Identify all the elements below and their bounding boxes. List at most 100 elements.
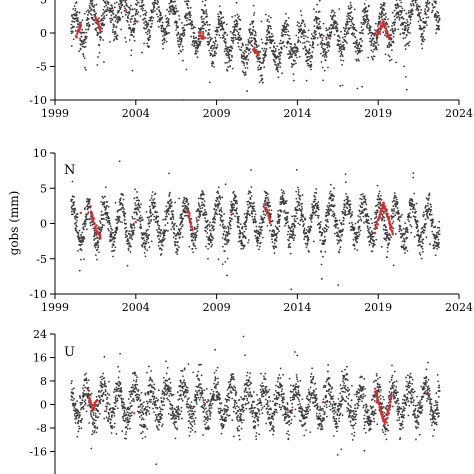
data-point	[201, 207, 204, 209]
data-point	[300, 206, 303, 208]
data-point	[132, 35, 135, 38]
data-point	[145, 11, 148, 14]
data-point	[385, 237, 388, 240]
data-point	[167, 19, 170, 22]
data-point	[374, 32, 377, 35]
data-point	[131, 8, 134, 11]
data-point	[343, 217, 345, 220]
data-point	[364, 201, 367, 204]
data-point	[260, 74, 263, 77]
data-point	[144, 245, 146, 248]
data-point	[177, 43, 180, 46]
data-point	[342, 26, 345, 29]
data-point	[423, 38, 426, 41]
data-point	[410, 231, 413, 234]
data-point	[135, 199, 138, 202]
data-point	[98, 17, 100, 19]
data-point	[85, 28, 87, 31]
data-point	[367, 235, 370, 238]
data-point	[363, 3, 366, 5]
data-point	[285, 200, 288, 202]
data-point	[241, 233, 244, 236]
data-point	[116, 226, 119, 229]
data-point	[211, 64, 213, 67]
data-point	[71, 20, 74, 23]
data-point	[294, 206, 297, 209]
data-point	[282, 198, 285, 200]
data-point	[246, 63, 249, 65]
data-point	[401, 7, 404, 10]
data-point	[150, 25, 153, 28]
data-point	[183, 196, 186, 199]
data-point	[194, 26, 196, 29]
data-point	[325, 51, 328, 54]
data-point	[91, 0, 94, 1]
data-point	[76, 10, 79, 13]
data-point	[261, 47, 264, 50]
data-point	[281, 192, 284, 194]
data-point	[195, 234, 198, 237]
data-point	[74, 12, 77, 15]
data-point	[398, 18, 401, 21]
data-point	[292, 79, 295, 82]
data-point	[399, 33, 402, 36]
data-point	[391, 24, 393, 27]
data-point	[159, 235, 162, 237]
data-point	[265, 48, 268, 50]
data-point	[399, 227, 402, 230]
data-point	[388, 239, 391, 241]
x-tick-label: 2014	[283, 301, 311, 314]
highlight-point	[136, 20, 139, 23]
data-point	[315, 192, 318, 194]
data-point	[403, 31, 405, 34]
data-point	[393, 199, 396, 202]
data-point	[404, 44, 406, 47]
data-point	[302, 20, 305, 23]
data-point	[315, 20, 318, 23]
data-point	[210, 224, 213, 227]
data-point	[118, 9, 121, 12]
data-point	[321, 39, 324, 42]
data-point	[142, 7, 145, 10]
highlight-point	[257, 51, 260, 55]
data-point	[404, 29, 407, 31]
data-point	[149, 36, 151, 39]
data-point	[357, 58, 360, 61]
data-point	[84, 41, 87, 44]
data-point	[391, 222, 394, 225]
data-point	[251, 45, 254, 48]
data-point	[231, 15, 234, 18]
data-point	[263, 66, 266, 69]
data-point	[276, 70, 279, 73]
data-point	[273, 247, 275, 250]
data-point	[369, 226, 372, 229]
data-point	[404, 76, 407, 78]
data-point	[154, 2, 157, 5]
data-point	[208, 223, 210, 226]
data-point	[246, 67, 249, 69]
data-point	[337, 233, 339, 236]
data-point	[259, 50, 262, 53]
data-point	[225, 243, 228, 245]
data-point	[311, 217, 313, 219]
data-point	[163, 39, 166, 42]
data-point	[285, 25, 288, 28]
data-point	[83, 31, 86, 34]
data-point	[170, 202, 172, 205]
data-point	[216, 198, 219, 200]
data-point	[339, 49, 342, 52]
highlight-point	[202, 32, 205, 35]
data-point	[212, 55, 214, 58]
data-point	[318, 0, 321, 2]
data-point	[214, 40, 217, 43]
data-point	[240, 49, 243, 52]
data-point	[107, 3, 110, 5]
data-point	[348, 205, 351, 207]
data-point	[186, 198, 189, 201]
data-point	[195, 217, 198, 219]
data-point	[271, 35, 274, 38]
data-point	[384, 34, 386, 37]
data-point	[147, 219, 150, 221]
data-point	[321, 33, 323, 36]
data-point	[99, 31, 102, 34]
